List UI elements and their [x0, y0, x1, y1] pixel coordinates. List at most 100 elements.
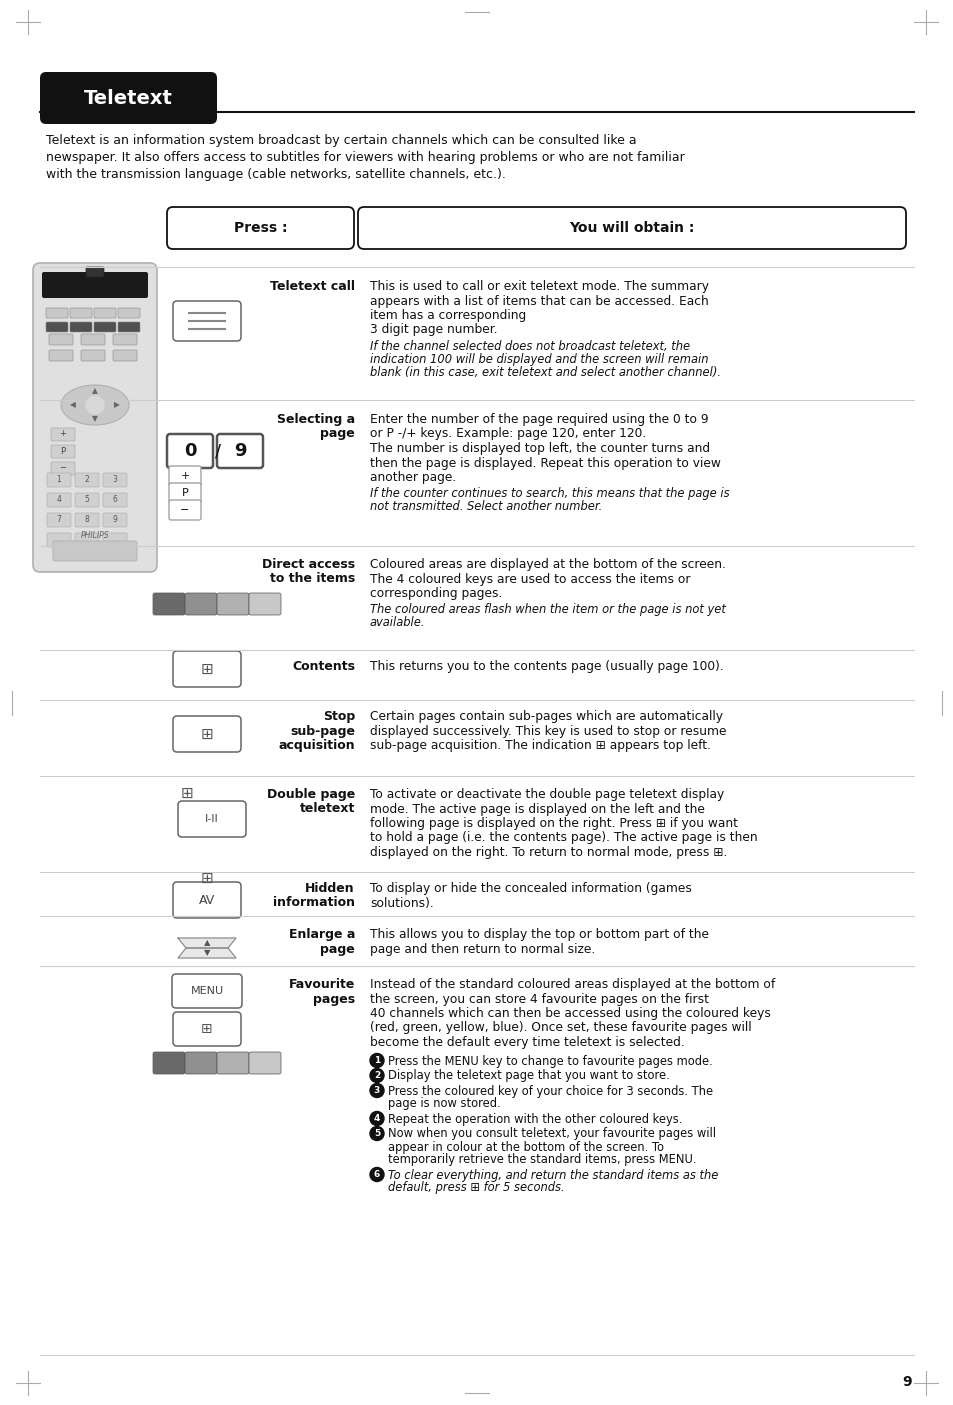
FancyBboxPatch shape	[172, 882, 241, 917]
FancyBboxPatch shape	[103, 532, 127, 547]
Text: Now when you consult teletext, your favourite pages will: Now when you consult teletext, your favo…	[388, 1127, 716, 1141]
Text: 2: 2	[374, 1071, 379, 1080]
Text: This allows you to display the top or bottom part of the: This allows you to display the top or bo…	[370, 927, 708, 941]
Text: 4: 4	[374, 1114, 380, 1123]
Text: 1: 1	[374, 1057, 379, 1065]
FancyBboxPatch shape	[112, 350, 137, 361]
FancyBboxPatch shape	[169, 500, 201, 520]
FancyBboxPatch shape	[103, 473, 127, 488]
Text: indication 100 will be displayed and the screen will remain: indication 100 will be displayed and the…	[370, 353, 708, 365]
Text: The 4 coloured keys are used to access the items or: The 4 coloured keys are used to access t…	[370, 572, 690, 586]
FancyBboxPatch shape	[172, 651, 241, 687]
Text: 6: 6	[374, 1170, 379, 1179]
FancyBboxPatch shape	[112, 334, 137, 346]
Text: To activate or deactivate the double page teletext display: To activate or deactivate the double pag…	[370, 788, 723, 801]
Text: 0: 0	[184, 443, 196, 459]
FancyBboxPatch shape	[249, 593, 281, 615]
Text: This is used to call or exit teletext mode. The summary: This is used to call or exit teletext mo…	[370, 280, 708, 294]
FancyBboxPatch shape	[172, 717, 241, 752]
Text: To clear everything, and return the standard items as the: To clear everything, and return the stan…	[388, 1169, 718, 1182]
FancyBboxPatch shape	[357, 207, 905, 249]
FancyBboxPatch shape	[47, 513, 71, 527]
Text: become the default every time teletext is selected.: become the default every time teletext i…	[370, 1035, 684, 1050]
Text: AV: AV	[198, 894, 214, 906]
Text: MENU: MENU	[191, 986, 223, 996]
Text: Enlarge a: Enlarge a	[289, 927, 355, 941]
FancyBboxPatch shape	[40, 72, 216, 124]
Text: 3 digit page number.: 3 digit page number.	[370, 323, 497, 337]
Circle shape	[370, 1054, 384, 1068]
Text: Teletext call: Teletext call	[270, 280, 355, 294]
Text: displayed on the right. To return to normal mode, press ⊞.: displayed on the right. To return to nor…	[370, 846, 726, 858]
FancyBboxPatch shape	[70, 322, 91, 332]
Text: available.: available.	[370, 617, 425, 629]
Text: teletext: teletext	[299, 802, 355, 815]
Text: newspaper. It also offers access to subtitles for viewers with hearing problems : newspaper. It also offers access to subt…	[46, 150, 684, 164]
Text: Direct access: Direct access	[262, 558, 355, 570]
Text: page and then return to normal size.: page and then return to normal size.	[370, 943, 595, 955]
Text: −: −	[59, 464, 67, 472]
Text: Stop: Stop	[322, 710, 355, 724]
Text: 40 channels which can then be accessed using the coloured keys: 40 channels which can then be accessed u…	[370, 1007, 770, 1020]
Text: /: /	[214, 443, 221, 459]
FancyBboxPatch shape	[70, 308, 91, 318]
Text: You will obtain :: You will obtain :	[569, 221, 694, 235]
FancyBboxPatch shape	[33, 263, 157, 572]
Text: Teletext: Teletext	[84, 89, 172, 108]
FancyBboxPatch shape	[42, 273, 148, 298]
Text: blank (in this case, exit teletext and select another channel).: blank (in this case, exit teletext and s…	[370, 365, 720, 379]
FancyBboxPatch shape	[185, 593, 216, 615]
Text: ▲: ▲	[92, 386, 98, 395]
Text: 8: 8	[85, 516, 90, 524]
FancyBboxPatch shape	[75, 473, 99, 488]
FancyBboxPatch shape	[94, 308, 116, 318]
Text: appears with a list of items that can be accessed. Each: appears with a list of items that can be…	[370, 295, 708, 308]
Text: or P -/+ keys. Example: page 120, enter 120.: or P -/+ keys. Example: page 120, enter …	[370, 427, 645, 441]
Text: +: +	[180, 471, 190, 481]
Text: Teletext is an information system broadcast by certain channels which can be con: Teletext is an information system broadc…	[46, 133, 636, 148]
Text: 9: 9	[233, 443, 246, 459]
Text: solutions).: solutions).	[370, 896, 434, 909]
FancyBboxPatch shape	[178, 801, 246, 837]
Text: ▼: ▼	[92, 414, 98, 423]
Text: ⊞: ⊞	[201, 1021, 213, 1035]
Text: displayed successively. This key is used to stop or resume: displayed successively. This key is used…	[370, 725, 726, 738]
FancyBboxPatch shape	[51, 429, 75, 441]
Text: acquisition: acquisition	[278, 739, 355, 752]
Text: page: page	[320, 427, 355, 441]
FancyBboxPatch shape	[46, 322, 68, 332]
FancyBboxPatch shape	[75, 532, 99, 547]
FancyBboxPatch shape	[152, 593, 185, 615]
Text: Contents: Contents	[292, 660, 355, 673]
FancyBboxPatch shape	[81, 350, 105, 361]
FancyBboxPatch shape	[53, 541, 137, 561]
FancyBboxPatch shape	[216, 1052, 249, 1073]
FancyBboxPatch shape	[249, 1052, 281, 1073]
Text: 9: 9	[112, 516, 117, 524]
Text: Repeat the operation with the other coloured keys.: Repeat the operation with the other colo…	[388, 1113, 681, 1125]
FancyBboxPatch shape	[46, 308, 68, 318]
Text: 5: 5	[85, 496, 90, 504]
FancyBboxPatch shape	[172, 1012, 241, 1045]
Text: PHILIPS: PHILIPS	[81, 531, 110, 540]
Text: pages: pages	[313, 992, 355, 1006]
Text: ⊞: ⊞	[180, 785, 193, 801]
FancyBboxPatch shape	[51, 462, 75, 475]
Text: ▶: ▶	[114, 400, 120, 409]
FancyBboxPatch shape	[49, 350, 73, 361]
Text: 6: 6	[112, 496, 117, 504]
Text: ▲: ▲	[204, 939, 210, 947]
FancyBboxPatch shape	[47, 532, 71, 547]
FancyBboxPatch shape	[75, 493, 99, 507]
Text: then the page is displayed. Repeat this operation to view: then the page is displayed. Repeat this …	[370, 457, 720, 469]
Text: ⊞: ⊞	[200, 726, 213, 742]
Text: (red, green, yellow, blue). Once set, these favourite pages will: (red, green, yellow, blue). Once set, th…	[370, 1021, 751, 1034]
Text: Press the coloured key of your choice for 3 seconds. The: Press the coloured key of your choice fo…	[388, 1085, 713, 1097]
Circle shape	[370, 1127, 384, 1141]
Circle shape	[370, 1111, 384, 1125]
FancyBboxPatch shape	[167, 434, 213, 468]
FancyBboxPatch shape	[169, 483, 201, 503]
Text: 7: 7	[56, 516, 61, 524]
Text: mode. The active page is displayed on the left and the: mode. The active page is displayed on th…	[370, 802, 704, 815]
FancyBboxPatch shape	[185, 1052, 216, 1073]
